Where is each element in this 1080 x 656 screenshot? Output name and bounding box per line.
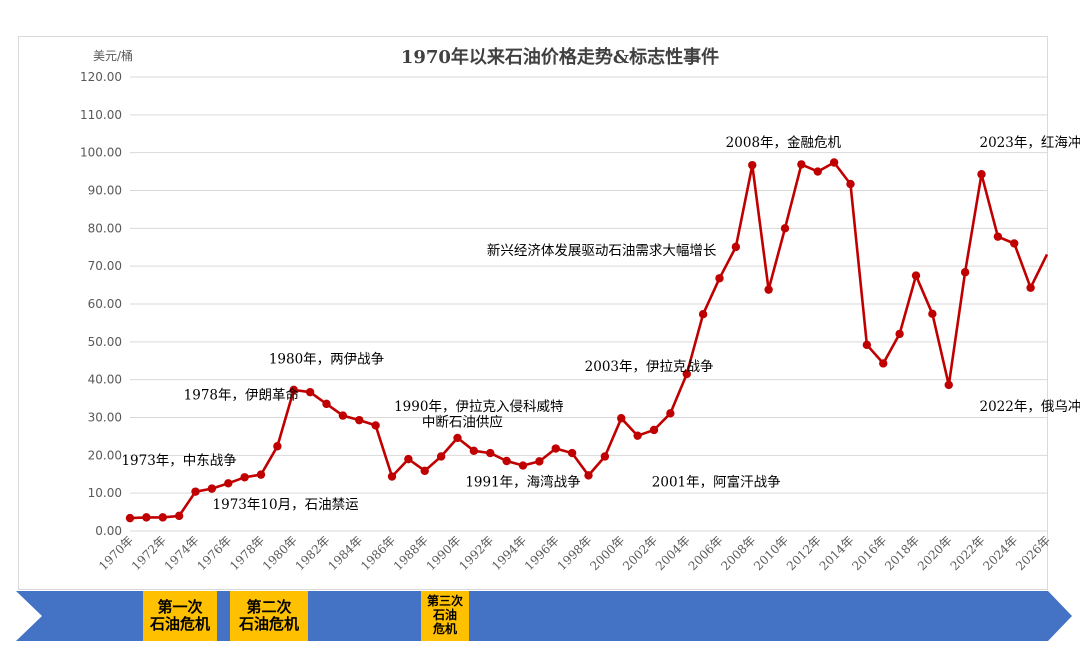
price-point: [387, 472, 397, 481]
chart-title: 1970年以来石油价格走势&标志性事件: [401, 46, 719, 68]
price-point: [469, 446, 479, 455]
y-tick-label: 100.00: [80, 146, 122, 160]
price-point: [846, 179, 855, 189]
price-point: [911, 271, 921, 280]
price-point: [551, 444, 560, 453]
event-annotation: 2008年，金融危机: [726, 135, 842, 151]
y-tick-label: 40.00: [88, 373, 122, 387]
price-point: [1026, 283, 1035, 292]
price-point: [879, 359, 888, 368]
y-tick-label: 70.00: [88, 259, 122, 273]
crisis-box-2: 第二次 石油危机: [230, 591, 308, 641]
y-tick-label: 60.00: [88, 297, 122, 311]
event-annotation: 1978年，伊朗革命: [184, 386, 300, 403]
event-annotation: 2022年，俄乌冲突: [979, 399, 1080, 415]
price-point: [666, 409, 675, 418]
price-point: [355, 415, 364, 425]
event-annotation: 1990年，伊拉克入侵科威特: [394, 398, 563, 415]
price-point: [453, 433, 462, 443]
price-point: [1010, 239, 1019, 248]
price-point: [256, 470, 266, 479]
crisis-label-2: 第二次 石油危机: [238, 597, 299, 633]
y-tick-label: 110.00: [80, 108, 122, 122]
y-axis-ticks: 0.00 10.00 20.00 30.00 40.00 50.00 60.00 70.00 8…: [80, 70, 122, 538]
price-point: [142, 513, 151, 522]
y-tick-label: 120.00: [80, 70, 122, 84]
event-annotation: 1980年，两伊战争: [269, 351, 384, 367]
price-point: [993, 232, 1003, 241]
price-point: [600, 452, 610, 461]
price-point: [486, 448, 495, 458]
price-point: [748, 160, 757, 170]
price-point: [584, 471, 593, 480]
price-point: [224, 479, 233, 488]
price-point: [731, 242, 741, 252]
price-point: [174, 511, 184, 521]
y-tick-label: 0.00: [95, 524, 122, 538]
price-point: [535, 457, 544, 466]
crisis-label-3: 第三次 石油 危机: [426, 594, 463, 636]
event-annotations: 1973年，中东战争 1973年10月，石油禁运 1978年，伊朗革命 1980年，两…: [121, 135, 1080, 513]
price-point: [502, 456, 511, 466]
price-point: [633, 431, 642, 440]
price-point: [289, 385, 298, 395]
price-point: [862, 340, 872, 350]
price-point: [928, 309, 937, 319]
price-point: [895, 329, 904, 339]
price-point: [191, 487, 200, 496]
event-annotation: 2001年，阿富汗战争: [652, 473, 781, 490]
price-point: [813, 167, 822, 176]
crisis-box-1: 第一次 石油危机: [143, 591, 217, 641]
y-axis-unit-label: 美元/桶: [93, 48, 133, 63]
y-tick-label: 50.00: [88, 335, 122, 349]
price-point: [715, 274, 724, 283]
y-tick-label: 10.00: [88, 486, 122, 500]
event-annotation: 1973年10月，石油禁运: [213, 497, 360, 513]
price-point: [649, 425, 659, 435]
price-point: [158, 513, 167, 522]
crisis-label-1: 第一次 石油危机: [149, 597, 210, 633]
price-point: [436, 452, 446, 461]
event-annotation: 2023年，红海冲突: [979, 135, 1080, 151]
price-point: [617, 414, 626, 423]
price-point: [338, 411, 348, 420]
price-point: [273, 442, 282, 451]
event-annotation: 1991年，海湾战争: [465, 473, 580, 490]
price-point: [404, 454, 413, 464]
price-point: [829, 158, 839, 167]
event-annotation: 新兴经济体发展驱动石油需求大幅增长: [487, 243, 717, 259]
crisis-box-3: 第三次 石油 危机: [421, 591, 469, 641]
y-tick-label: 90.00: [88, 184, 122, 198]
event-annotation: 1973年，中东战争: [121, 453, 236, 469]
price-point: [682, 369, 691, 379]
price-point: [797, 160, 806, 169]
price-point: [780, 224, 790, 233]
y-tick-label: 30.00: [88, 411, 122, 425]
price-point: [518, 461, 528, 470]
event-annotation: 2003年，伊拉克战争: [585, 359, 714, 375]
price-series-points: [125, 158, 1035, 523]
price-point: [960, 268, 970, 277]
price-point: [977, 170, 986, 179]
price-point: [371, 421, 380, 430]
price-point: [322, 399, 331, 409]
y-tick-label: 80.00: [88, 221, 122, 235]
chart-frame: [18, 36, 1048, 590]
price-point: [944, 380, 953, 390]
price-point: [240, 473, 249, 482]
price-point: [305, 387, 315, 397]
price-point: [764, 285, 773, 294]
y-tick-label: 20.00: [88, 448, 122, 462]
price-point: [125, 513, 135, 523]
price-point: [698, 310, 708, 319]
price-point: [567, 448, 577, 458]
price-point: [420, 466, 429, 476]
price-point: [207, 484, 217, 493]
event-annotation: 中断石油供应: [422, 414, 503, 431]
